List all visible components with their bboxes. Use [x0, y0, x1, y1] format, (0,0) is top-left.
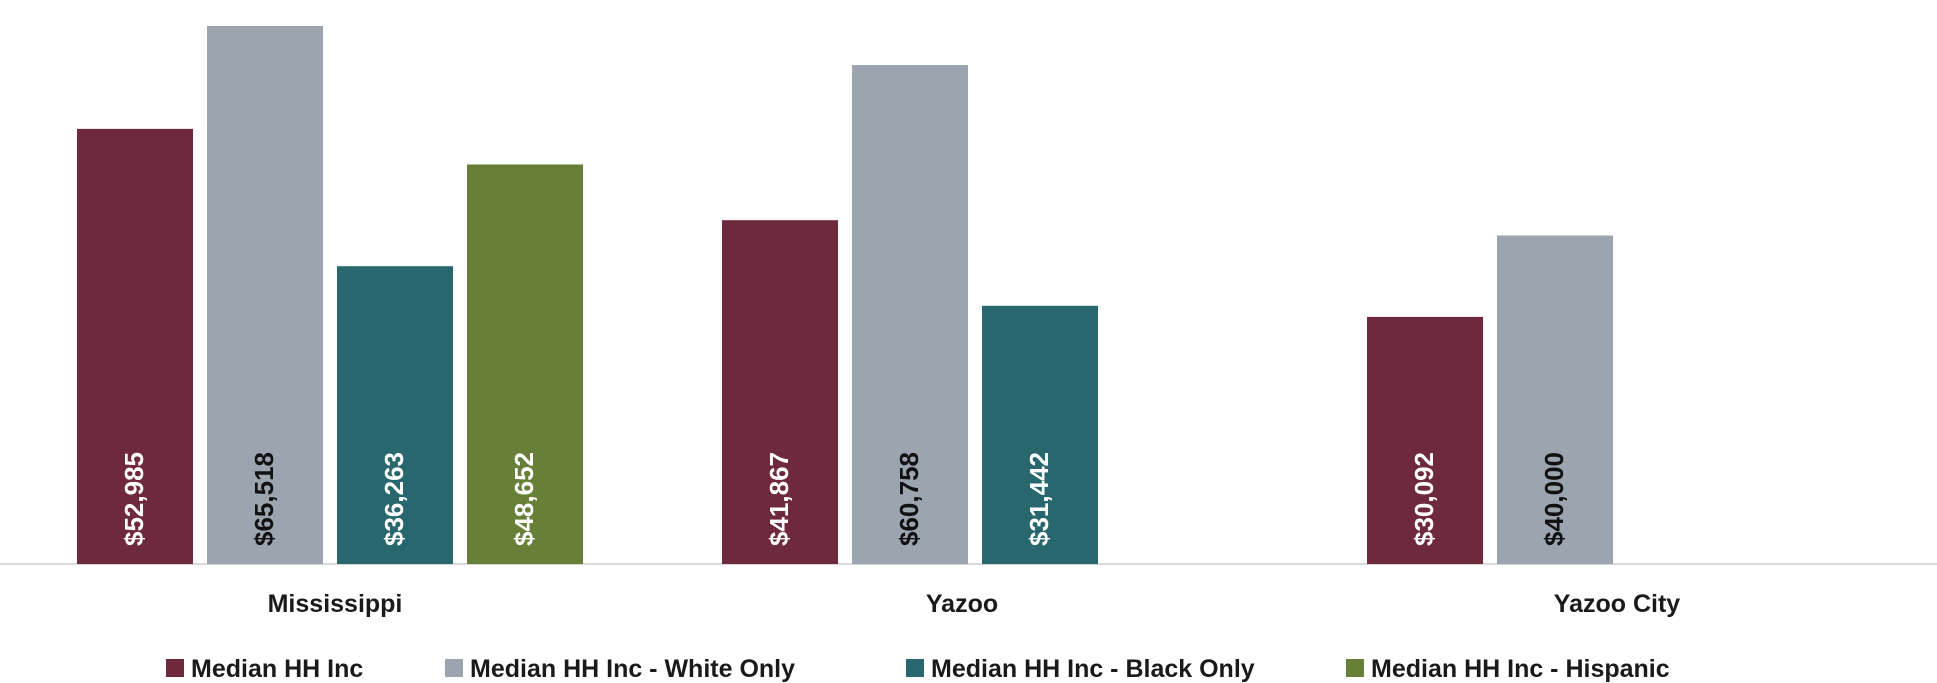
bar-data-label: $30,092 [1409, 452, 1439, 546]
bar-data-label: $31,442 [1024, 452, 1054, 546]
legend-item: Median HH Inc [166, 655, 363, 683]
bars-group [77, 25, 1613, 565]
bar [207, 25, 323, 564]
bar-data-label: $52,985 [119, 452, 149, 546]
legend: Median HH Inc Median HH Inc - White Only M… [166, 655, 1670, 683]
category-label: Mississippi [268, 590, 403, 618]
bar [1497, 235, 1613, 565]
legend-item: Median HH Inc - Hispanic [1346, 655, 1670, 683]
bar-data-label: $41,867 [764, 452, 794, 546]
category-labels-group: Mississippi Yazoo Yazoo City [268, 590, 1681, 618]
bar [722, 220, 838, 565]
legend-item: Median HH Inc - White Only [445, 655, 795, 683]
legend-label: Median HH Inc - Hispanic [1371, 655, 1670, 683]
bar-data-label: $65,518 [249, 452, 279, 546]
bar [77, 128, 193, 565]
bar-data-label: $48,652 [509, 452, 539, 546]
bar [982, 305, 1098, 564]
bar-data-label: $40,000 [1539, 452, 1569, 546]
bar [852, 65, 968, 564]
legend-label: Median HH Inc - White Only [470, 655, 795, 683]
legend-item: Median HH Inc - Black Only [906, 655, 1255, 683]
legend-label: Median HH Inc [191, 655, 363, 683]
bar-data-label: $36,263 [379, 452, 409, 546]
legend-label: Median HH Inc - Black Only [931, 655, 1255, 683]
legend-swatch [445, 659, 463, 677]
bar [467, 164, 583, 565]
category-label: Yazoo City [1554, 590, 1681, 618]
legend-swatch [1346, 659, 1364, 677]
bar [337, 266, 453, 564]
legend-swatch [166, 659, 184, 677]
category-label: Yazoo [926, 590, 998, 618]
bar-data-label: $60,758 [894, 452, 924, 546]
legend-swatch [906, 659, 924, 677]
bar [1367, 316, 1483, 564]
bar-labels-group: $52,985 $65,518 $36,263 $48,652 $41,867 $60,7… [119, 452, 1569, 546]
